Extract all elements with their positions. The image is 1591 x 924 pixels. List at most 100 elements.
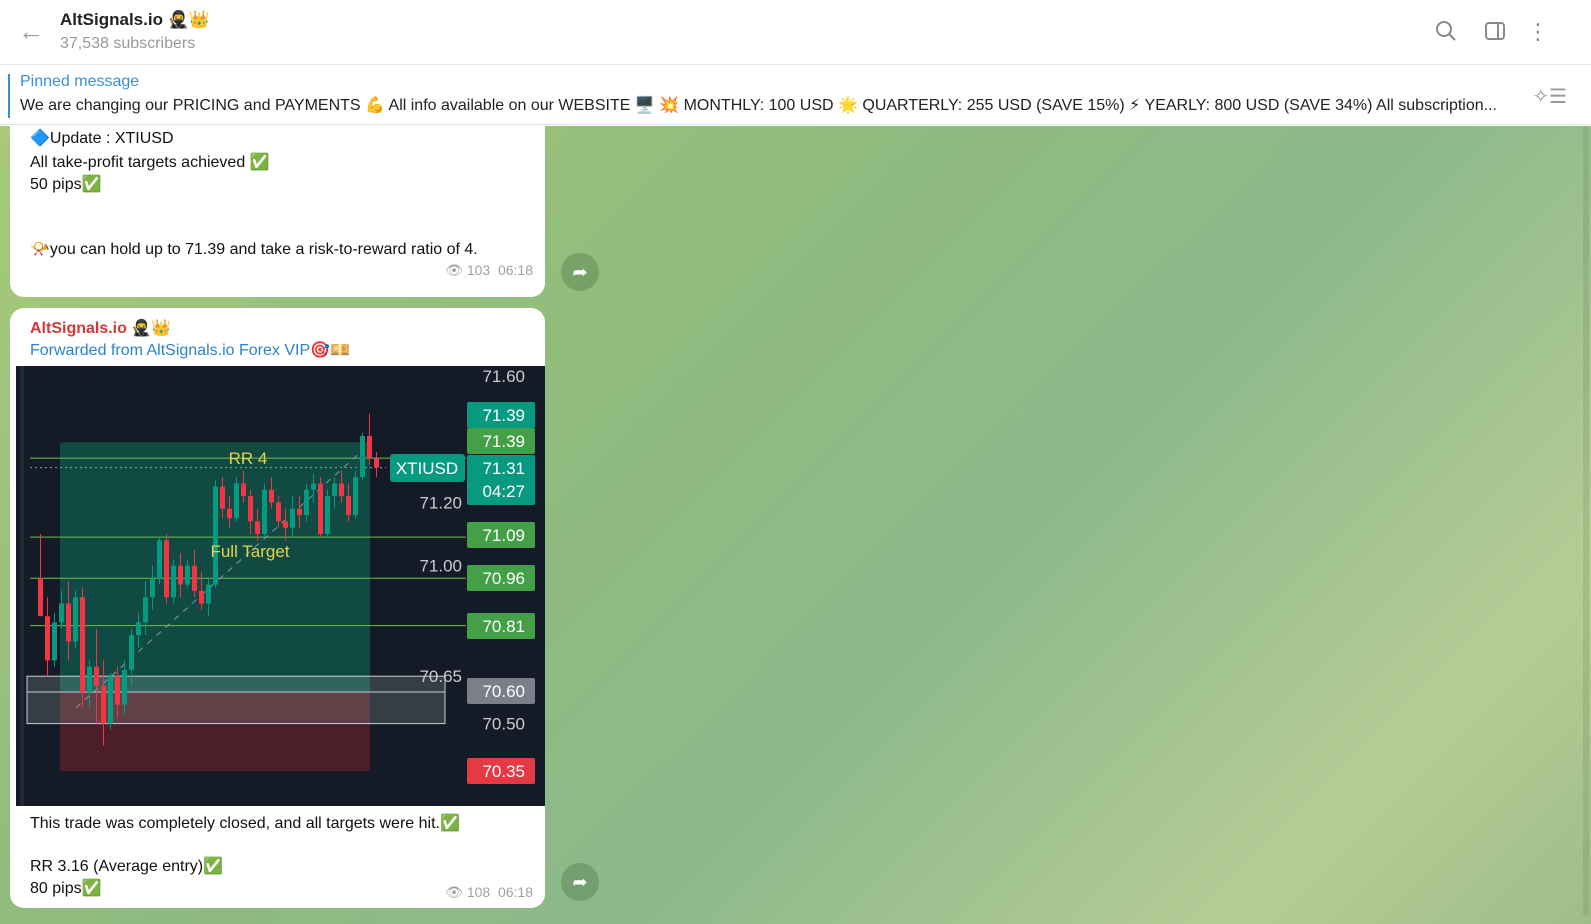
candle-body bbox=[164, 540, 169, 598]
message-meta: 👁 108 06:18 bbox=[445, 884, 533, 901]
chart-image[interactable]: RR 4 Full Target 71.60 71.20 71.00 70.65 70.50… bbox=[16, 366, 545, 806]
candle-body bbox=[150, 578, 155, 598]
candle-body bbox=[276, 502, 281, 522]
message-line: 📯you can hold up to 71.39 and take a ris… bbox=[30, 241, 478, 258]
price-tag-label: 71.39 bbox=[482, 406, 525, 425]
pinned-indicator bbox=[8, 74, 10, 118]
countdown: 04:27 bbox=[482, 482, 525, 501]
view-count: 108 bbox=[466, 884, 491, 900]
price-tag-label: 70.60 bbox=[482, 682, 525, 701]
symbol-tag bbox=[390, 454, 465, 482]
trend-line bbox=[75, 451, 362, 709]
message-time: 06:18 bbox=[497, 262, 533, 278]
pinned-text: We are changing our PRICING and PAYMENTS… bbox=[20, 97, 1497, 114]
views-icon: 👁 bbox=[445, 884, 463, 900]
price-tag-label: 71.39 bbox=[482, 432, 525, 451]
candle-body bbox=[115, 676, 120, 705]
price-tag-label: 71.09 bbox=[482, 526, 525, 545]
candle-body bbox=[129, 635, 134, 670]
message-line: 80 pips✅ bbox=[30, 880, 102, 897]
candle-body bbox=[52, 622, 57, 661]
source-channel[interactable]: AltSignals.io Forex VIP🎯💴 bbox=[146, 342, 350, 359]
message-line: All take-profit targets achieved ✅ bbox=[30, 154, 270, 171]
message-time: 06:18 bbox=[497, 884, 533, 900]
candle-body bbox=[269, 489, 274, 503]
axis-tick: 71.00 bbox=[419, 557, 462, 576]
candle-body bbox=[108, 676, 113, 724]
candle-body bbox=[157, 540, 162, 579]
candle-body bbox=[59, 603, 64, 623]
candle-body bbox=[227, 508, 232, 519]
axis-tick: 71.20 bbox=[419, 493, 462, 512]
candle-body bbox=[136, 622, 141, 636]
price-tag bbox=[467, 402, 535, 428]
forward-share-button[interactable]: ➦ bbox=[561, 253, 599, 291]
candle-body bbox=[94, 666, 99, 686]
candle-body bbox=[178, 565, 183, 585]
axis-tick: 70.50 bbox=[482, 715, 525, 734]
candle-body bbox=[283, 521, 288, 528]
candle-body bbox=[101, 685, 106, 724]
candle-body bbox=[367, 436, 372, 459]
candle-body bbox=[290, 508, 295, 528]
candle-body bbox=[262, 489, 267, 534]
views-icon: 👁 bbox=[445, 262, 463, 278]
rr-label: RR 4 bbox=[229, 449, 268, 468]
message-line: 🔷Update : XTIUSD bbox=[30, 130, 174, 147]
sender-name[interactable]: AltSignals.io 🥷👑 bbox=[30, 320, 172, 337]
candle-body bbox=[206, 584, 211, 604]
candle-body bbox=[122, 669, 127, 705]
candle-body bbox=[360, 436, 365, 478]
candle-body bbox=[241, 483, 246, 497]
back-arrow-icon[interactable]: ← bbox=[18, 16, 44, 46]
candle-body bbox=[304, 489, 309, 516]
candle-body bbox=[220, 486, 225, 509]
sidebar-toggle-icon[interactable] bbox=[1483, 20, 1507, 44]
candle-body bbox=[311, 483, 316, 490]
candle-body bbox=[213, 486, 218, 585]
chat-background: 🔷Update : XTIUSD All take-profit targets… bbox=[0, 126, 1591, 924]
price-tag-label: 70.35 bbox=[482, 762, 525, 781]
subscriber-count: 37,538 subscribers bbox=[60, 35, 196, 52]
symbol-label: XTIUSD bbox=[396, 459, 458, 478]
message-line: RR 3.16 (Average entry)✅ bbox=[30, 858, 224, 875]
forwarded-from[interactable]: Forwarded from AltSignals.io Forex VIP🎯💴 bbox=[30, 340, 350, 360]
candle-body bbox=[339, 483, 344, 497]
scrollbar[interactable] bbox=[1583, 126, 1589, 916]
candle-body bbox=[248, 496, 253, 522]
more-menu-icon[interactable]: ⋮ bbox=[1527, 19, 1549, 44]
current-price: 71.31 bbox=[482, 459, 525, 478]
candle-body bbox=[346, 496, 351, 516]
axis-tick: 71.60 bbox=[482, 367, 525, 386]
candle-body bbox=[171, 565, 176, 598]
forwarded-label: Forwarded from bbox=[30, 342, 143, 359]
candle-body bbox=[38, 578, 43, 617]
axis-tick: 70.65 bbox=[419, 667, 462, 686]
view-count: 103 bbox=[466, 262, 491, 278]
message-bubble: 🔷Update : XTIUSD All take-profit targets… bbox=[10, 126, 545, 297]
pinned-label: Pinned message bbox=[20, 73, 140, 90]
candle-body bbox=[73, 597, 78, 642]
channel-title[interactable]: AltSignals.io 🥷👑 bbox=[60, 10, 211, 29]
message-meta: 👁 103 06:18 bbox=[445, 262, 533, 279]
candle-body bbox=[143, 597, 148, 623]
forward-share-button[interactable]: ➦ bbox=[561, 863, 599, 901]
candlestick-chart: RR 4 Full Target 71.60 71.20 71.00 70.65 70.50… bbox=[20, 366, 535, 806]
full-target-label: Full Target bbox=[210, 542, 289, 561]
price-tag bbox=[467, 428, 535, 454]
candle-body bbox=[325, 496, 330, 534]
message-bubble: AltSignals.io 🥷👑 Forwarded from AltSigna… bbox=[10, 308, 545, 908]
pinned-message-bar[interactable]: Pinned message We are changing our PRICI… bbox=[0, 66, 1591, 125]
candle-body bbox=[45, 616, 50, 661]
price-tag bbox=[467, 678, 535, 704]
chart-edge bbox=[20, 366, 24, 806]
candle-body bbox=[297, 508, 302, 516]
price-tag bbox=[467, 522, 535, 548]
price-tag-label: 70.81 bbox=[482, 617, 525, 636]
current-price-tag bbox=[467, 455, 535, 505]
chat-header: ← AltSignals.io 🥷👑 37,538 subscribers ⋮ bbox=[0, 0, 1591, 65]
candle-body bbox=[192, 565, 197, 591]
pinned-list-icon[interactable]: ✧☰ bbox=[1532, 86, 1567, 108]
candle-body bbox=[66, 603, 71, 642]
search-icon[interactable] bbox=[1434, 20, 1458, 44]
